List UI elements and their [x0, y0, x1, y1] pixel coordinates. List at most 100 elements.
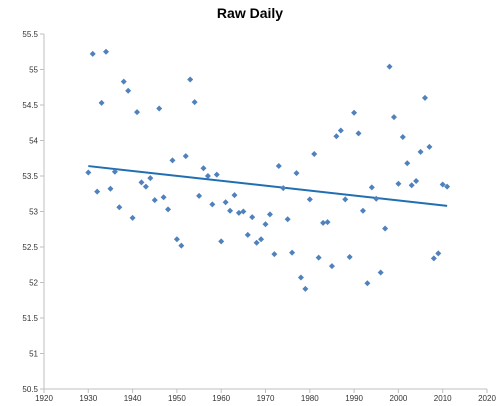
data-point: [311, 150, 318, 157]
data-point: [204, 173, 211, 179]
data-point: [435, 250, 442, 257]
data-point: [382, 225, 389, 232]
data-point: [262, 221, 269, 228]
data-point: [315, 254, 322, 261]
data-point: [280, 185, 287, 192]
data-point: [346, 253, 353, 260]
x-tick-label: 1980: [301, 394, 319, 403]
data-point: [138, 179, 145, 186]
y-tick-label: 53.5: [22, 172, 38, 181]
data-point: [116, 204, 123, 211]
data-point: [324, 219, 331, 226]
y-tick-label: 50.5: [22, 385, 38, 394]
data-point: [173, 236, 180, 243]
data-point: [293, 170, 300, 177]
data-point: [244, 231, 251, 238]
data-point: [426, 143, 433, 150]
data-point: [284, 216, 291, 223]
data-point: [111, 168, 118, 175]
data-point: [98, 99, 105, 106]
data-point: [240, 208, 247, 215]
x-tick-label: 1920: [35, 394, 53, 403]
data-point: [373, 195, 380, 202]
data-point: [275, 163, 282, 170]
data-point: [297, 274, 304, 281]
data-point: [386, 63, 393, 70]
data-point: [417, 148, 424, 155]
x-tick-label: 2000: [390, 394, 408, 403]
y-tick-label: 55: [29, 66, 38, 75]
data-point: [169, 157, 176, 164]
data-point: [289, 249, 296, 256]
data-point: [196, 192, 203, 199]
data-point: [302, 285, 309, 292]
data-point: [142, 183, 149, 190]
y-tick-label: 51.5: [22, 314, 38, 323]
data-point: [399, 133, 406, 140]
y-tick-label: 51: [29, 350, 38, 359]
data-point: [129, 214, 136, 221]
data-point: [266, 211, 273, 218]
data-point: [249, 214, 256, 221]
data-point: [390, 114, 397, 121]
data-point: [351, 109, 358, 116]
data-point: [355, 130, 362, 137]
data-point: [408, 182, 415, 189]
y-tick-label: 52: [29, 279, 38, 288]
y-tick-label: 54: [29, 137, 38, 146]
data-point: [368, 184, 375, 191]
data-point: [421, 94, 428, 101]
data-point: [231, 192, 238, 199]
x-tick-label: 1950: [168, 394, 186, 403]
data-point: [107, 185, 114, 192]
y-tick-label: 52.5: [22, 243, 38, 252]
x-tick-label: 1970: [257, 394, 275, 403]
data-point: [147, 175, 154, 182]
data-point: [222, 199, 229, 206]
data-point: [306, 196, 313, 203]
data-point: [235, 209, 242, 216]
data-point: [342, 196, 349, 203]
axes: 50.5 51 51.5 52 52.5 53 53.5 54 54.5 55 55.5 1920 19…: [22, 30, 496, 403]
x-tick-label: 1960: [212, 394, 230, 403]
data-point: [333, 133, 340, 140]
x-tick-label: 2020: [478, 394, 496, 403]
data-point: [191, 99, 198, 106]
data-point: [120, 78, 127, 85]
data-point: [165, 206, 172, 213]
data-point: [337, 127, 344, 134]
data-point: [94, 188, 101, 195]
data-point: [328, 263, 335, 270]
data-point: [359, 207, 366, 214]
x-tick-label: 1990: [345, 394, 363, 403]
data-points: [85, 48, 451, 292]
y-tick-label: 55.5: [22, 30, 38, 39]
data-point: [430, 255, 437, 262]
data-point: [200, 165, 207, 172]
data-point: [125, 87, 132, 94]
data-point: [103, 48, 110, 55]
data-point: [134, 109, 141, 116]
data-point: [364, 280, 371, 287]
data-point: [404, 160, 411, 167]
data-point: [178, 242, 185, 249]
data-point: [85, 169, 92, 176]
y-tick-label: 54.5: [22, 101, 38, 110]
data-point: [89, 50, 96, 57]
data-point: [258, 236, 265, 243]
data-point: [160, 194, 167, 201]
chart-title: Raw Daily: [216, 5, 284, 21]
data-point: [218, 238, 225, 245]
data-point: [182, 153, 189, 160]
x-tick-label: 1930: [79, 394, 97, 403]
data-point: [213, 171, 220, 178]
x-tick-label: 1940: [124, 394, 142, 403]
data-point: [253, 239, 260, 246]
x-tick-label: 2010: [434, 394, 452, 403]
data-point: [444, 183, 451, 190]
data-point: [377, 269, 384, 276]
data-point: [271, 251, 278, 258]
data-point: [439, 181, 446, 188]
data-point: [395, 180, 402, 187]
